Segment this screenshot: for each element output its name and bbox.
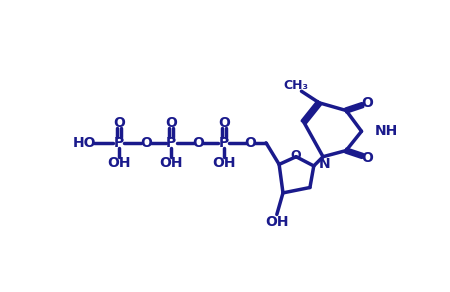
Text: OH: OH — [265, 215, 288, 229]
Text: O: O — [362, 96, 374, 110]
Text: O: O — [291, 149, 302, 162]
Text: O: O — [192, 136, 204, 150]
Text: P: P — [166, 136, 176, 150]
Text: CH₃: CH₃ — [284, 79, 309, 92]
Text: O: O — [113, 116, 125, 130]
Text: P: P — [114, 136, 124, 150]
Text: O: O — [166, 116, 177, 130]
Text: O: O — [245, 136, 256, 150]
Text: NH: NH — [374, 124, 398, 138]
Text: N: N — [319, 157, 330, 171]
Text: P: P — [219, 136, 229, 150]
Text: O: O — [218, 116, 230, 130]
Text: HO: HO — [72, 136, 96, 150]
Text: OH: OH — [160, 156, 183, 170]
Text: OH: OH — [107, 156, 130, 170]
Text: O: O — [362, 151, 374, 165]
Text: O: O — [140, 136, 152, 150]
Text: OH: OH — [212, 156, 235, 170]
Text: alamy - 2C9JT0X: alamy - 2C9JT0X — [182, 277, 268, 286]
